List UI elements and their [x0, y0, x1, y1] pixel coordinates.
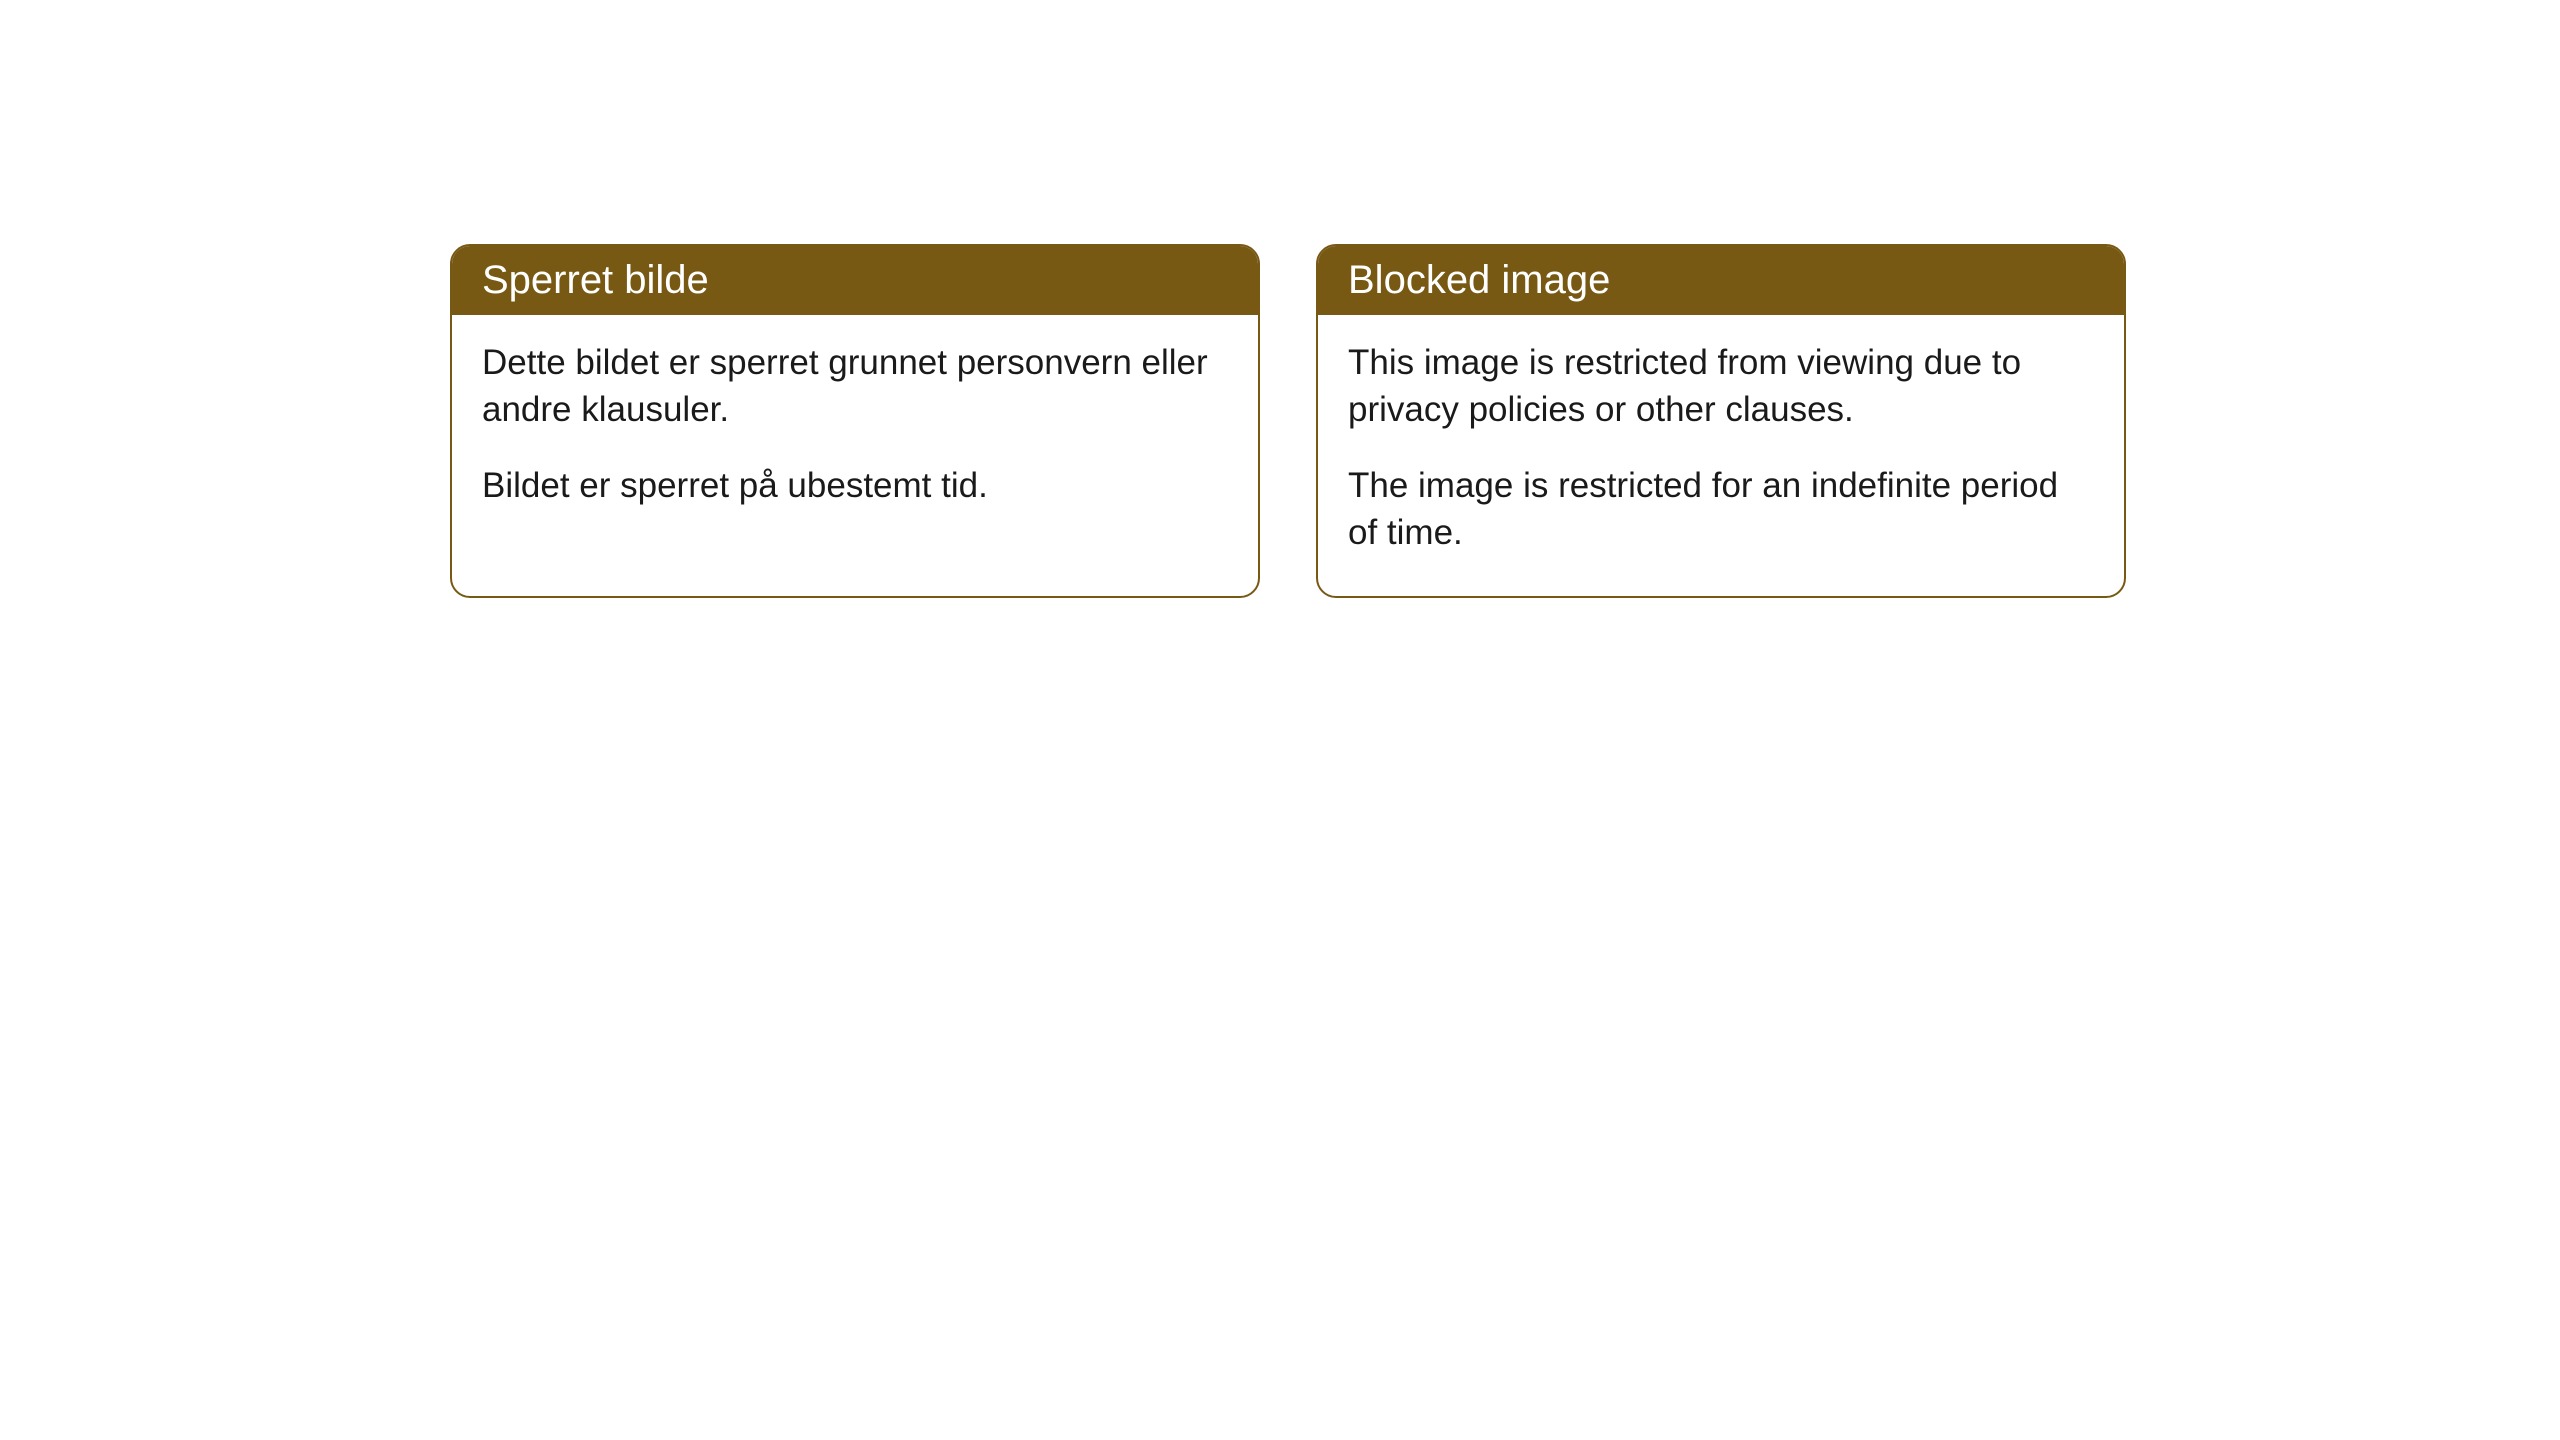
card-header-norwegian: Sperret bilde [452, 246, 1258, 315]
card-paragraph: Bildet er sperret på ubestemt tid. [482, 462, 1228, 509]
card-paragraph: The image is restricted for an indefinit… [1348, 462, 2094, 557]
card-body-norwegian: Dette bildet er sperret grunnet personve… [452, 315, 1258, 549]
card-body-english: This image is restricted from viewing du… [1318, 315, 2124, 596]
card-header-english: Blocked image [1318, 246, 2124, 315]
blocked-image-card-norwegian: Sperret bilde Dette bildet er sperret gr… [450, 244, 1260, 598]
card-paragraph: Dette bildet er sperret grunnet personve… [482, 339, 1228, 434]
blocked-image-card-english: Blocked image This image is restricted f… [1316, 244, 2126, 598]
card-paragraph: This image is restricted from viewing du… [1348, 339, 2094, 434]
notice-cards-container: Sperret bilde Dette bildet er sperret gr… [450, 244, 2126, 598]
